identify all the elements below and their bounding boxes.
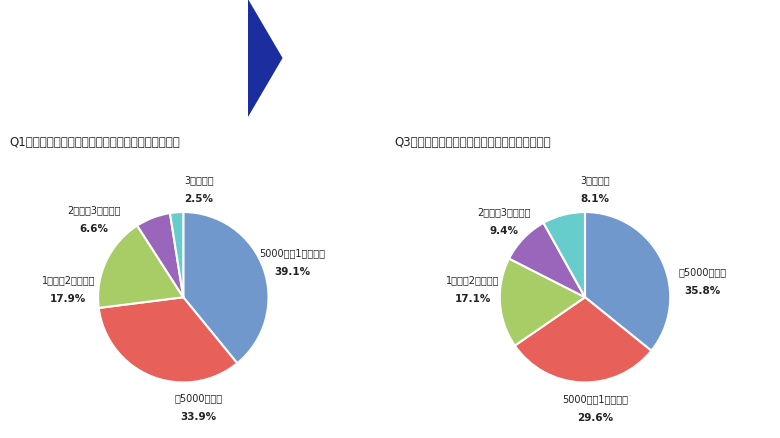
Text: ～5000円未満: ～5000円未満 bbox=[679, 266, 727, 276]
Wedge shape bbox=[99, 297, 237, 383]
Text: 17.1%: 17.1% bbox=[454, 293, 491, 304]
Text: 1万円～2万円未満: 1万円～2万円未満 bbox=[41, 275, 95, 285]
Text: 5000円～1万円未満: 5000円～1万円未満 bbox=[260, 247, 325, 258]
Text: 2万円～3万円未満: 2万円～3万円未満 bbox=[67, 205, 121, 215]
Text: カーリースの定額カルもくん調べ: カーリースの定額カルもくん調べ bbox=[683, 106, 764, 115]
Text: Q3：毎月、保険代はいくらかかっていますか？: Q3：毎月、保険代はいくらかかっていますか？ bbox=[394, 135, 551, 148]
Wedge shape bbox=[98, 226, 183, 308]
Text: 17.9%: 17.9% bbox=[50, 293, 87, 304]
Text: 1万円～2万円未満: 1万円～2万円未満 bbox=[445, 275, 499, 285]
Text: 35.8%: 35.8% bbox=[685, 285, 721, 295]
Wedge shape bbox=[170, 212, 183, 297]
Text: 毎月「1万円以上の維持費がかかっている」: 毎月「1万円以上の維持費がかかっている」 bbox=[296, 67, 505, 85]
Text: 全国男女1,381人対象: 全国男女1,381人対象 bbox=[105, 16, 174, 26]
Text: Q1：毎月、ガソリン代はいくらかかっていますか？: Q1：毎月、ガソリン代はいくらかかっていますか？ bbox=[9, 135, 180, 148]
Wedge shape bbox=[544, 212, 585, 297]
Text: 29.6%: 29.6% bbox=[577, 413, 613, 423]
Text: 3万円以上: 3万円以上 bbox=[580, 174, 610, 184]
Wedge shape bbox=[183, 212, 268, 364]
Text: 3万円以上: 3万円以上 bbox=[184, 174, 214, 184]
Wedge shape bbox=[500, 259, 585, 346]
Text: 5000円～1万円未満: 5000円～1万円未満 bbox=[562, 394, 628, 404]
Text: 6.6%: 6.6% bbox=[80, 224, 108, 234]
Wedge shape bbox=[585, 212, 670, 351]
Text: ～5000円未満: ～5000円未満 bbox=[175, 392, 223, 402]
Wedge shape bbox=[515, 297, 651, 383]
Text: 約3割: 約3割 bbox=[100, 49, 179, 92]
Polygon shape bbox=[248, 0, 282, 118]
Wedge shape bbox=[137, 214, 183, 297]
Text: 33.9%: 33.9% bbox=[181, 411, 217, 421]
Text: ガソリン・任意保険に: ガソリン・任意保険に bbox=[296, 26, 399, 44]
Text: 8.1%: 8.1% bbox=[581, 193, 610, 203]
Wedge shape bbox=[509, 223, 585, 297]
Text: 2万円～3万円未満: 2万円～3万円未満 bbox=[477, 207, 530, 217]
Text: 9.4%: 9.4% bbox=[490, 226, 519, 235]
Text: 2.5%: 2.5% bbox=[184, 193, 213, 203]
Text: 39.1%: 39.1% bbox=[275, 266, 310, 276]
